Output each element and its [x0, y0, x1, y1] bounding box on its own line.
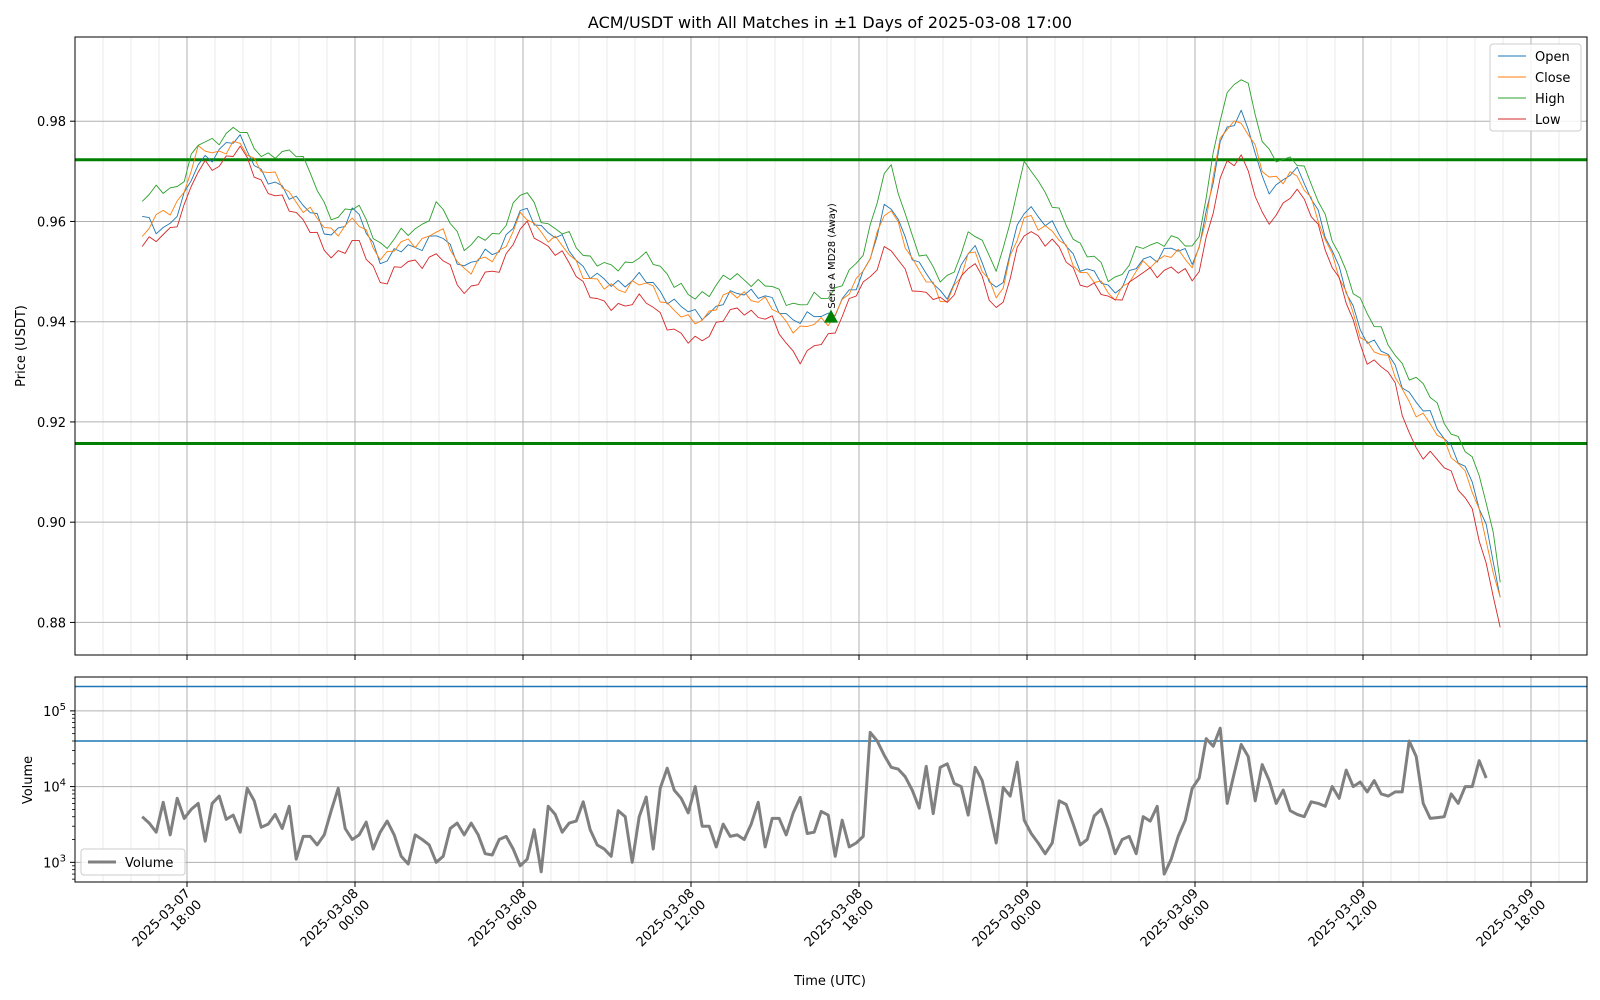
- price-y-tick-label: 0.96: [37, 215, 66, 230]
- price-panel: Serie A MD28 (Away) 0.88 0.90 0.92 0.94 0.96…: [14, 36, 1588, 660]
- price-y-axis-label: Price (USDT): [14, 305, 29, 387]
- legend-label-open: Open: [1535, 50, 1570, 65]
- volume-axes-frame: [74, 676, 1588, 883]
- price-threshold-lines: [75, 158, 1587, 445]
- price-y-tick-label: 0.94: [37, 316, 66, 331]
- price-axes-frame: [74, 36, 1588, 656]
- volume-legend: Volume: [80, 848, 186, 876]
- price-legend-box: [1489, 43, 1582, 132]
- legend-label-volume: Volume: [125, 856, 173, 871]
- price-x-ticks: [186, 655, 1532, 660]
- price-legend: Open Close High Low: [1489, 43, 1582, 132]
- price-grid: [74, 37, 1588, 655]
- match-marker: Serie A MD28 (Away): [824, 203, 838, 323]
- volume-series-line: [141, 726, 1488, 876]
- legend-label-low: Low: [1535, 113, 1561, 128]
- price-series-close: [141, 120, 1501, 598]
- volume-grid: [74, 677, 1588, 882]
- volume-y-tick-label: 105: [43, 702, 66, 720]
- volume-threshold-lines: [75, 685, 1587, 742]
- price-series-high: [141, 79, 1501, 583]
- match-marker-triangle: [824, 309, 838, 323]
- volume-y-axis-label: Volume: [21, 756, 36, 804]
- volume-series-line: [141, 726, 1488, 876]
- volume-y-tick-label: 104: [43, 778, 66, 796]
- legend-label-high: High: [1535, 92, 1565, 107]
- match-marker-label: Serie A MD28 (Away): [827, 203, 838, 309]
- legend-label-close: Close: [1535, 71, 1570, 86]
- price-y-tick-label: 0.90: [37, 516, 66, 531]
- price-y-tick-label: 0.98: [37, 115, 66, 130]
- volume-legend-box: [80, 848, 186, 876]
- volume-y-ticks: 103 104 105: [43, 702, 75, 880]
- chart-title: ACM/USDT with All Matches in ±1 Days of …: [588, 13, 1072, 32]
- price-series-lines: [141, 79, 1501, 628]
- volume-y-tick-label: 103: [43, 853, 66, 871]
- price-y-ticks: 0.88 0.90 0.92 0.94 0.96 0.98: [37, 115, 75, 631]
- price-y-tick-label: 0.92: [37, 416, 66, 431]
- price-y-tick-label: 0.88: [37, 616, 66, 631]
- price-series-low: [141, 145, 1501, 628]
- x-axis-label: Time (UTC): [793, 974, 866, 989]
